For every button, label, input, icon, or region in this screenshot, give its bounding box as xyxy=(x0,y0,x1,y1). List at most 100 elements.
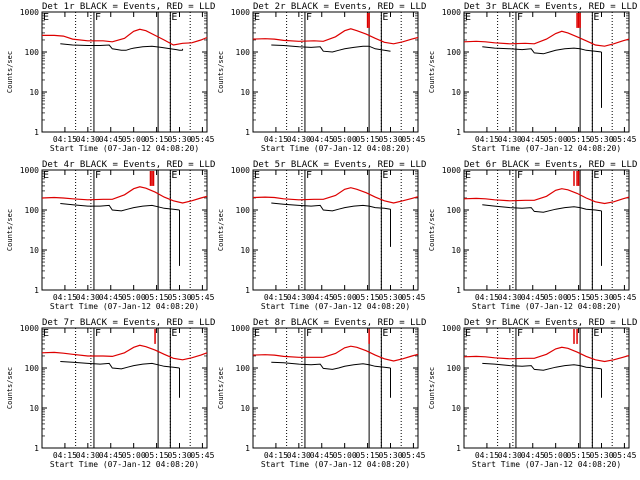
x-axis-label: Start Time (07-Jan-12 04:08:20) xyxy=(472,460,621,469)
x-tick-label: 05:30 xyxy=(589,135,613,144)
x-tick-label: 05:15 xyxy=(356,135,380,144)
panel-title: Det 3r BLACK = Events, RED = LLD xyxy=(464,2,637,12)
x-axis-label: Start Time (07-Jan-12 04:08:20) xyxy=(50,460,199,469)
y-tick-label: 1000 xyxy=(20,324,39,333)
y-axis-label: Counts/sec xyxy=(217,51,225,93)
y-tick-label: 1 xyxy=(34,286,39,295)
y-tick-label: 100 xyxy=(447,364,462,373)
lld-series-line xyxy=(463,188,630,205)
y-axis-label: Counts/sec xyxy=(428,367,436,409)
edge-marker-label: E xyxy=(43,328,49,339)
x-tick-label: 04:30 xyxy=(498,293,522,302)
y-tick-label: 1 xyxy=(34,128,39,137)
plot-frame xyxy=(463,169,630,291)
y-tick-label: 10 xyxy=(240,246,250,255)
y-tick-label: 1000 xyxy=(231,166,250,175)
y-axis-label: Counts/sec xyxy=(6,367,14,409)
y-tick-label: 1 xyxy=(245,286,250,295)
x-tick-label: 04:15 xyxy=(475,451,499,460)
edge-marker-label: E xyxy=(465,170,471,181)
lld-series-line xyxy=(463,346,630,363)
x-tick-label: 05:15 xyxy=(356,293,380,302)
edge-marker-label: E xyxy=(254,12,260,23)
y-tick-label: 100 xyxy=(447,206,462,215)
events-series-line xyxy=(482,46,602,55)
x-tick-label: 04:30 xyxy=(76,293,100,302)
y-tick-label: 10 xyxy=(240,404,250,413)
x-tick-label: 05:15 xyxy=(145,293,169,302)
vertical-marker-label: F xyxy=(517,12,523,23)
x-tick-label: 04:15 xyxy=(475,135,499,144)
x-tick-label: 05:45 xyxy=(401,293,425,302)
y-axis-label: Counts/sec xyxy=(217,209,225,251)
vertical-marker-label: F xyxy=(517,170,523,181)
y-tick-label: 1 xyxy=(456,286,461,295)
x-tick-label: 04:15 xyxy=(53,451,77,460)
y-tick-label: 100 xyxy=(236,48,251,57)
x-tick-label: 04:45 xyxy=(521,451,545,460)
x-tick-label: 05:45 xyxy=(612,293,636,302)
events-series-line xyxy=(271,44,391,53)
y-tick-label: 1000 xyxy=(442,8,461,17)
x-tick-label: 05:00 xyxy=(544,135,568,144)
x-axis-label: Start Time (07-Jan-12 04:08:20) xyxy=(50,144,199,153)
x-tick-label: 05:15 xyxy=(145,451,169,460)
y-axis-label: Counts/sec xyxy=(6,51,14,93)
x-tick-label: 04:15 xyxy=(53,135,77,144)
panel-det-4: Det 4r BLACK = Events, RED = LLD 1 10 100 10… xyxy=(6,160,215,311)
x-tick-label: 04:30 xyxy=(287,135,311,144)
events-series-line xyxy=(60,203,180,212)
x-tick-label: 05:00 xyxy=(122,451,146,460)
panel-title: Det 7r BLACK = Events, RED = LLD xyxy=(42,318,215,328)
panel-det-1: Det 1r BLACK = Events, RED = LLD 1 10 100 10… xyxy=(6,2,215,153)
y-tick-label: 100 xyxy=(25,364,40,373)
x-tick-label: 05:00 xyxy=(333,451,357,460)
x-tick-label: 05:15 xyxy=(567,135,591,144)
x-tick-label: 05:30 xyxy=(167,293,191,302)
y-tick-label: 100 xyxy=(25,206,40,215)
x-tick-label: 05:00 xyxy=(122,135,146,144)
x-tick-label: 05:30 xyxy=(378,293,402,302)
events-series-line xyxy=(482,362,602,371)
x-tick-label: 05:00 xyxy=(333,135,357,144)
y-tick-label: 1 xyxy=(245,128,250,137)
x-tick-label: 04:45 xyxy=(521,135,545,144)
x-tick-label: 04:45 xyxy=(310,135,334,144)
x-tick-label: 05:00 xyxy=(333,293,357,302)
x-tick-label: 04:30 xyxy=(287,451,311,460)
x-axis-label: Start Time (07-Jan-12 04:08:20) xyxy=(50,302,199,311)
y-tick-label: 10 xyxy=(29,88,39,97)
vertical-marker-label: E xyxy=(382,328,388,339)
panel-title: Det 4r BLACK = Events, RED = LLD xyxy=(42,160,215,170)
panel-det-3: Det 3r BLACK = Events, RED = LLD 1 10 100 10… xyxy=(428,2,637,153)
panel-det-9: Det 9r BLACK = Events, RED = LLD 1 10 100 10… xyxy=(428,318,637,469)
y-tick-label: 1000 xyxy=(231,324,250,333)
x-tick-label: 05:45 xyxy=(190,135,214,144)
y-tick-label: 1000 xyxy=(231,8,250,17)
x-tick-label: 05:30 xyxy=(167,135,191,144)
vertical-marker-label: F xyxy=(306,170,312,181)
lld-series-line xyxy=(252,28,419,45)
edge-marker-label: E xyxy=(254,170,260,181)
edge-marker-label: E xyxy=(43,12,49,23)
x-tick-label: 05:45 xyxy=(612,135,636,144)
x-tick-label: 04:30 xyxy=(76,135,100,144)
y-tick-label: 10 xyxy=(29,404,39,413)
panel-title: Det 5r BLACK = Events, RED = LLD xyxy=(253,160,426,170)
x-tick-label: 05:45 xyxy=(612,451,636,460)
x-tick-label: 04:45 xyxy=(310,293,334,302)
plot-frame xyxy=(252,169,419,291)
vertical-marker-label: E xyxy=(171,328,177,339)
plot-frame xyxy=(252,11,419,133)
lld-series-line xyxy=(41,186,208,204)
x-tick-label: 04:15 xyxy=(475,293,499,302)
y-tick-label: 100 xyxy=(236,364,251,373)
x-tick-label: 04:15 xyxy=(53,293,77,302)
x-tick-label: 04:45 xyxy=(99,293,123,302)
x-tick-label: 05:15 xyxy=(567,293,591,302)
edge-marker-label: E xyxy=(465,328,471,339)
panel-det-8: Det 8r BLACK = Events, RED = LLD 1 10 100 10… xyxy=(217,318,426,469)
x-tick-label: 04:45 xyxy=(521,293,545,302)
vertical-marker-label: F xyxy=(95,328,101,339)
